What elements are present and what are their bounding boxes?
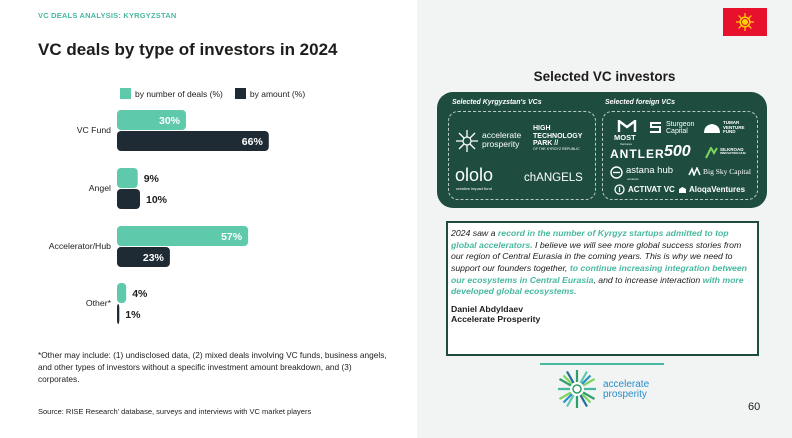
section-kicker: VC DEALS ANALYSIS: KYRGYZSTAN	[38, 11, 177, 20]
silkroad-line2: INNOVATION HUB	[720, 151, 746, 156]
activat-logo-text: ACTIVAT VC	[628, 185, 675, 194]
accelerate-line2: prosperity	[482, 138, 520, 149]
htp-line3: PARK //	[533, 140, 559, 148]
kyrgyzstan-flag-icon	[723, 8, 767, 36]
legend-label-deals: by number of deals (%)	[135, 88, 223, 99]
most-sub: Ventures	[620, 142, 632, 146]
sturgeon-line2: Capital	[666, 128, 688, 136]
quote-author: Daniel Abdyldaev	[451, 303, 524, 314]
tumar-line3: FUND	[723, 129, 736, 135]
accelerate-prosperity-logo-icon	[456, 130, 478, 152]
left-panel	[0, 0, 417, 438]
tumar-logo-text: TUMAR VENTURE FUND	[723, 120, 745, 135]
category-label: VC Fund	[77, 125, 111, 135]
ololo-sub: creative impact fund	[456, 186, 492, 191]
bar-deals	[117, 168, 138, 188]
quote-part-2: I believe we will see more global succes…	[451, 239, 742, 273]
vc-logos-panel: Selected Kyrgyzstan's VCs Selected forei…	[437, 92, 767, 208]
bigsky-logo-text: Big Sky Capital	[703, 167, 751, 176]
bar-amount	[117, 304, 120, 324]
bar-value-label: 23%	[143, 252, 165, 264]
source-note: Source: RISE Research' database, surveys…	[38, 407, 312, 416]
bar-value-label: 9%	[144, 173, 160, 185]
htp-line2: TECHNOLOGY	[533, 132, 583, 140]
quote-highlight-1: record in the number of Kyrgyz startups …	[451, 228, 729, 250]
foreign-vcs-heading: Selected foreign VCs	[605, 99, 676, 106]
bar-deals	[117, 283, 127, 303]
accelerate-line1: accelerate	[482, 130, 522, 140]
bar-deals	[117, 110, 186, 130]
bar-chart: VC Fund 30% 66% Angel 9% 10% Accelerator/Hub 57…	[49, 110, 269, 324]
accelerate-logo-text: accelerate prosperity	[482, 131, 521, 149]
htp-logo: HIGH TECHNOLOGY PARK // OF THE KYRGYZ RE…	[533, 125, 582, 152]
htp-line1: HIGH	[533, 125, 551, 132]
astana-hub-logo-text: astana hub	[626, 165, 674, 176]
quote-highlight-3: with more developed global ecosystems.	[451, 274, 744, 297]
htp-line4: OF THE KYRGYZ REPUBLIC	[533, 147, 580, 152]
legend-swatch-amount	[234, 88, 246, 99]
antler-logo: ANTLER	[610, 147, 665, 161]
changels-logo: chANGELS	[524, 172, 583, 184]
brand-line1: accelerate	[603, 379, 650, 390]
tumar-line1: TUMAR	[723, 120, 740, 125]
bigsky-logo-icon	[688, 167, 701, 176]
sturgeon-logo-text: Sturgeon Capital	[666, 121, 694, 136]
activat-logo-icon	[614, 184, 625, 195]
legend-item-amount: by amount (%)	[234, 88, 306, 99]
most-logo-text: MOST	[614, 133, 636, 142]
quote-box: 2024 saw a record in the number of Kyrgy…	[446, 221, 759, 356]
kg-vcs-heading: Selected Kyrgyzstan's VCs	[452, 99, 542, 106]
bar-value-label: 30%	[159, 115, 181, 127]
bar-value-label: 57%	[221, 231, 243, 243]
bar-amount	[117, 247, 170, 267]
tumar-line2: VENTURE	[723, 124, 745, 130]
silkroad-line1: SILKROAD	[720, 147, 744, 152]
page-number: 60	[748, 401, 761, 413]
chart-legend: by number of deals (%) by amount (%)	[120, 88, 305, 99]
bar-deals	[117, 226, 249, 246]
bar-value-label: 1%	[125, 309, 141, 321]
quote-organization: Accelerate Prosperity	[451, 313, 541, 324]
silkroad-logo-text: SILKROAD INNOVATION HUB	[720, 147, 746, 156]
brand-line2: prosperity	[603, 389, 647, 400]
bar-amount	[117, 131, 269, 151]
page-title: VC deals by type of investors in 2024	[38, 40, 338, 59]
bar-value-label: 4%	[132, 288, 148, 300]
kg-vcs-group	[448, 111, 596, 200]
accelerate-prosperity-brand-icon	[558, 370, 596, 408]
legend-item-deals: by number of deals (%)	[120, 88, 223, 99]
quote-highlight-2: to continue increasing integration betwe…	[451, 262, 747, 285]
astana-hub-logo-icon	[610, 166, 623, 179]
astana-sub: ventures	[627, 177, 639, 181]
aloqa-logo-icon	[679, 187, 686, 193]
legend-label-amount: by amount (%)	[249, 88, 306, 99]
sturgeon-logo-icon	[650, 122, 661, 133]
aloqa-logo-text: AloqaVentures	[689, 185, 746, 194]
right-panel	[417, 0, 792, 438]
category-label: Other*	[86, 298, 112, 308]
bar-value-label: 66%	[242, 136, 264, 148]
category-label: Angel	[89, 183, 111, 193]
quote-part-1: 2024 saw a	[451, 228, 498, 238]
category-label: Accelerator/Hub	[49, 241, 111, 251]
foreign-vcs-group	[602, 111, 758, 200]
quote-text: 2024 saw a record in the number of Kyrgy…	[451, 228, 753, 298]
most-logo-icon	[617, 120, 637, 132]
bar-value-label: 10%	[146, 194, 168, 206]
bar-amount	[117, 189, 140, 209]
selected-investors-title: Selected VC investors	[533, 69, 676, 84]
sturgeon-line1: Sturgeon	[666, 121, 695, 128]
tumar-logo-icon	[704, 124, 720, 133]
brand-divider	[540, 363, 664, 365]
ololo-logo: ololo	[455, 165, 494, 185]
quote-part-3: , and to increase interaction	[593, 274, 703, 285]
silkroad-logo-icon	[705, 147, 718, 159]
legend-swatch-deals	[120, 88, 131, 99]
footnote: *Other may include: (1) undisclosed data…	[38, 350, 387, 384]
five-hundred-logo: 500	[664, 143, 691, 160]
brand-wordmark: accelerate prosperity	[603, 380, 649, 400]
